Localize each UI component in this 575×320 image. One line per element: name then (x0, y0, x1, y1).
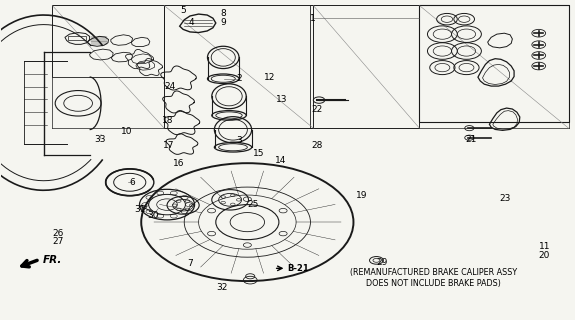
Text: 33: 33 (94, 135, 106, 144)
Text: 22: 22 (312, 105, 323, 114)
Text: 7: 7 (187, 259, 193, 268)
Text: 17: 17 (163, 141, 175, 150)
Text: 21: 21 (465, 135, 477, 144)
Text: 11: 11 (539, 242, 550, 251)
Text: 28: 28 (312, 141, 323, 150)
Text: 24: 24 (165, 82, 176, 91)
Text: 32: 32 (216, 283, 227, 292)
Text: 20: 20 (539, 251, 550, 260)
Text: 1: 1 (310, 14, 316, 23)
Text: 3: 3 (236, 136, 242, 145)
Text: 26: 26 (52, 229, 64, 238)
Bar (419, 5, 569, 122)
Text: 25: 25 (247, 200, 259, 209)
Text: B-21: B-21 (288, 264, 309, 273)
Text: 6: 6 (130, 178, 136, 187)
Text: 29: 29 (377, 258, 388, 267)
Text: 30: 30 (147, 211, 159, 220)
Bar (164, 5, 313, 128)
Text: 9: 9 (220, 19, 226, 28)
Text: 14: 14 (275, 156, 286, 164)
Text: 23: 23 (500, 194, 511, 203)
Text: 4: 4 (189, 19, 194, 28)
Text: 27: 27 (52, 237, 64, 246)
Text: 12: 12 (263, 73, 275, 82)
Bar (419, 5, 569, 122)
Text: 19: 19 (356, 190, 368, 200)
Text: FR.: FR. (43, 255, 62, 265)
Text: 13: 13 (276, 95, 288, 104)
Text: 16: 16 (172, 159, 184, 168)
Bar (310, 5, 419, 128)
Text: 8: 8 (220, 9, 226, 18)
Bar (52, 5, 164, 77)
Text: 5: 5 (180, 6, 186, 15)
Text: 2: 2 (236, 74, 242, 83)
Text: (REMANUFACTURED BRAKE CALIPER ASSY
DOES NOT INCLUDE BRAKE PADS): (REMANUFACTURED BRAKE CALIPER ASSY DOES … (350, 268, 518, 288)
Text: 15: 15 (253, 149, 264, 158)
Text: 10: 10 (121, 127, 133, 136)
Text: 31: 31 (135, 205, 146, 214)
Text: 18: 18 (163, 116, 174, 125)
